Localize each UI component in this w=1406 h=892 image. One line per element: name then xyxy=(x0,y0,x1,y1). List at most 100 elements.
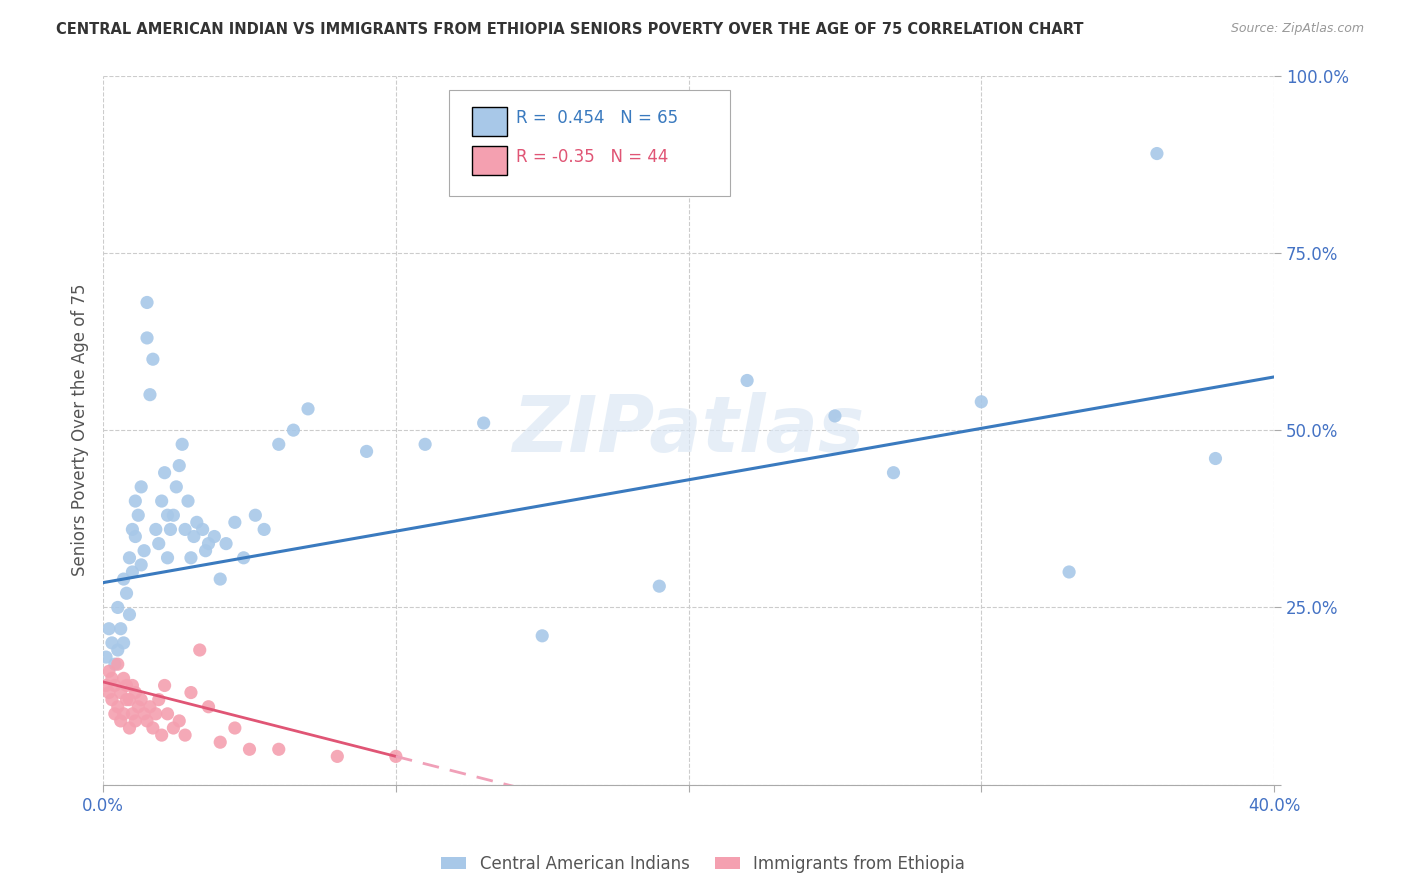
Point xyxy=(145,523,167,537)
Point xyxy=(124,685,146,699)
Point xyxy=(118,550,141,565)
Point xyxy=(531,629,554,643)
Point xyxy=(183,529,205,543)
Point xyxy=(267,437,290,451)
Point xyxy=(174,728,197,742)
Point xyxy=(101,672,124,686)
Point xyxy=(197,699,219,714)
Point xyxy=(194,543,217,558)
FancyBboxPatch shape xyxy=(472,107,508,136)
Point xyxy=(970,394,993,409)
Point xyxy=(165,480,187,494)
Point xyxy=(186,516,208,530)
Point xyxy=(238,742,260,756)
Legend: Central American Indians, Immigrants from Ethiopia: Central American Indians, Immigrants fro… xyxy=(434,848,972,880)
Point xyxy=(118,607,141,622)
Point xyxy=(162,721,184,735)
Text: R = -0.35   N = 44: R = -0.35 N = 44 xyxy=(516,148,669,166)
Point xyxy=(188,643,211,657)
Point xyxy=(215,536,238,550)
Point xyxy=(162,508,184,523)
Point xyxy=(150,728,173,742)
Point xyxy=(136,714,159,728)
Point xyxy=(124,714,146,728)
Point xyxy=(174,523,197,537)
Point xyxy=(101,636,124,650)
Point xyxy=(115,678,138,692)
Point xyxy=(145,706,167,721)
Text: R =  0.454   N = 65: R = 0.454 N = 65 xyxy=(516,109,679,127)
Point xyxy=(735,374,758,388)
Point xyxy=(110,685,132,699)
Point xyxy=(882,466,904,480)
Point xyxy=(98,665,121,679)
Y-axis label: Seniors Poverty Over the Age of 75: Seniors Poverty Over the Age of 75 xyxy=(72,284,89,576)
Point xyxy=(121,565,143,579)
Point xyxy=(121,523,143,537)
Point xyxy=(115,692,138,706)
Point xyxy=(101,692,124,706)
Point xyxy=(110,622,132,636)
Point xyxy=(326,749,349,764)
Point xyxy=(172,437,194,451)
Point xyxy=(104,706,127,721)
Point xyxy=(124,529,146,543)
Point xyxy=(648,579,671,593)
Point xyxy=(132,706,155,721)
Point xyxy=(156,508,179,523)
Point xyxy=(124,494,146,508)
Point xyxy=(191,523,214,537)
Point xyxy=(224,721,246,735)
Point xyxy=(121,678,143,692)
Point xyxy=(118,692,141,706)
Point xyxy=(115,586,138,600)
Point xyxy=(136,331,159,345)
Point xyxy=(267,742,290,756)
Point xyxy=(180,550,202,565)
Point xyxy=(148,536,170,550)
Point xyxy=(139,387,162,401)
Point xyxy=(197,536,219,550)
Point xyxy=(1057,565,1080,579)
FancyBboxPatch shape xyxy=(472,146,508,175)
Point xyxy=(107,643,129,657)
Point xyxy=(98,622,121,636)
Point xyxy=(283,423,305,437)
Point xyxy=(112,572,135,586)
Point xyxy=(121,706,143,721)
Text: Source: ZipAtlas.com: Source: ZipAtlas.com xyxy=(1230,22,1364,36)
Point xyxy=(129,558,152,572)
Point xyxy=(385,749,408,764)
Point xyxy=(94,650,117,665)
Point xyxy=(156,706,179,721)
Point xyxy=(136,295,159,310)
Point xyxy=(180,685,202,699)
Point xyxy=(209,572,232,586)
Point xyxy=(1146,146,1168,161)
Point xyxy=(148,692,170,706)
Point xyxy=(1204,451,1226,466)
Point xyxy=(129,692,152,706)
Point xyxy=(153,678,176,692)
Point xyxy=(107,699,129,714)
Point xyxy=(167,714,190,728)
Point xyxy=(472,416,495,430)
Point xyxy=(129,480,152,494)
Point xyxy=(356,444,378,458)
Text: ZIPatlas: ZIPatlas xyxy=(512,392,865,468)
Point xyxy=(107,600,129,615)
Point xyxy=(413,437,436,451)
Point xyxy=(142,721,165,735)
Point xyxy=(127,508,149,523)
Text: CENTRAL AMERICAN INDIAN VS IMMIGRANTS FROM ETHIOPIA SENIORS POVERTY OVER THE AGE: CENTRAL AMERICAN INDIAN VS IMMIGRANTS FR… xyxy=(56,22,1084,37)
FancyBboxPatch shape xyxy=(449,90,730,196)
Point xyxy=(167,458,190,473)
Point xyxy=(224,516,246,530)
Point xyxy=(150,494,173,508)
Point xyxy=(153,466,176,480)
Point xyxy=(232,550,254,565)
Point xyxy=(110,714,132,728)
Point xyxy=(253,523,276,537)
Point xyxy=(98,685,121,699)
Point xyxy=(297,401,319,416)
